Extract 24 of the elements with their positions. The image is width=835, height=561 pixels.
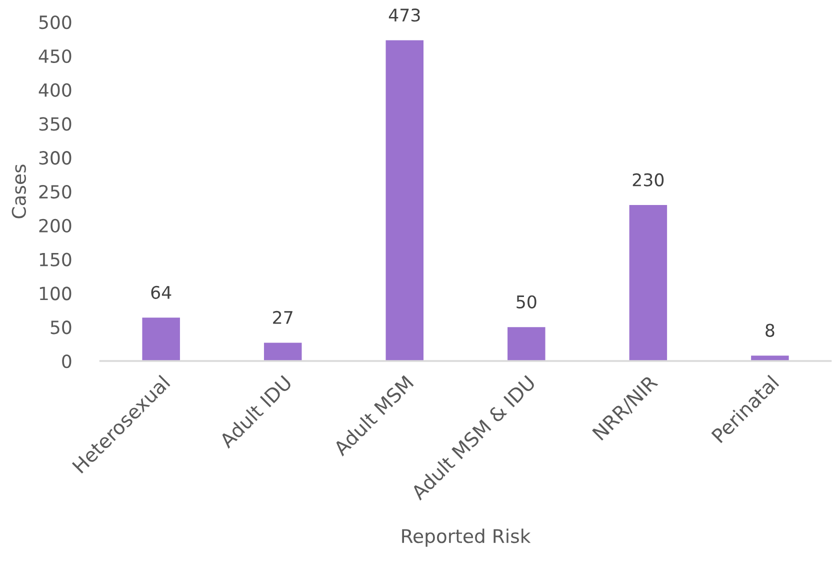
y-tick-label: 250 xyxy=(39,184,72,199)
bar xyxy=(264,342,302,362)
data-label: 27 xyxy=(273,310,292,324)
y-tick-label: 200 xyxy=(39,218,72,233)
y-tick-label: 300 xyxy=(39,151,72,165)
y-tick-label: 100 xyxy=(40,286,72,300)
bar xyxy=(629,205,668,362)
y-tick-label: 500 xyxy=(39,15,72,30)
y-tick-label: 400 xyxy=(38,83,72,97)
y-tick-label: 150 xyxy=(40,252,72,266)
y-tick-label: 0 xyxy=(62,354,72,368)
x-axis-title: Reported Risk xyxy=(402,528,531,547)
bar xyxy=(142,318,180,362)
data-label: 64 xyxy=(151,286,172,299)
y-tick-label: 450 xyxy=(38,49,72,64)
data-label: 473 xyxy=(388,8,420,22)
bar xyxy=(386,40,424,362)
y-axis-title: Cases xyxy=(12,164,26,218)
data-label: 50 xyxy=(516,295,536,308)
data-label: 230 xyxy=(632,173,664,186)
y-tick-label: 350 xyxy=(39,117,72,131)
data-label: 8 xyxy=(766,324,774,337)
y-tick-label: 50 xyxy=(50,320,72,334)
bar xyxy=(508,327,546,362)
